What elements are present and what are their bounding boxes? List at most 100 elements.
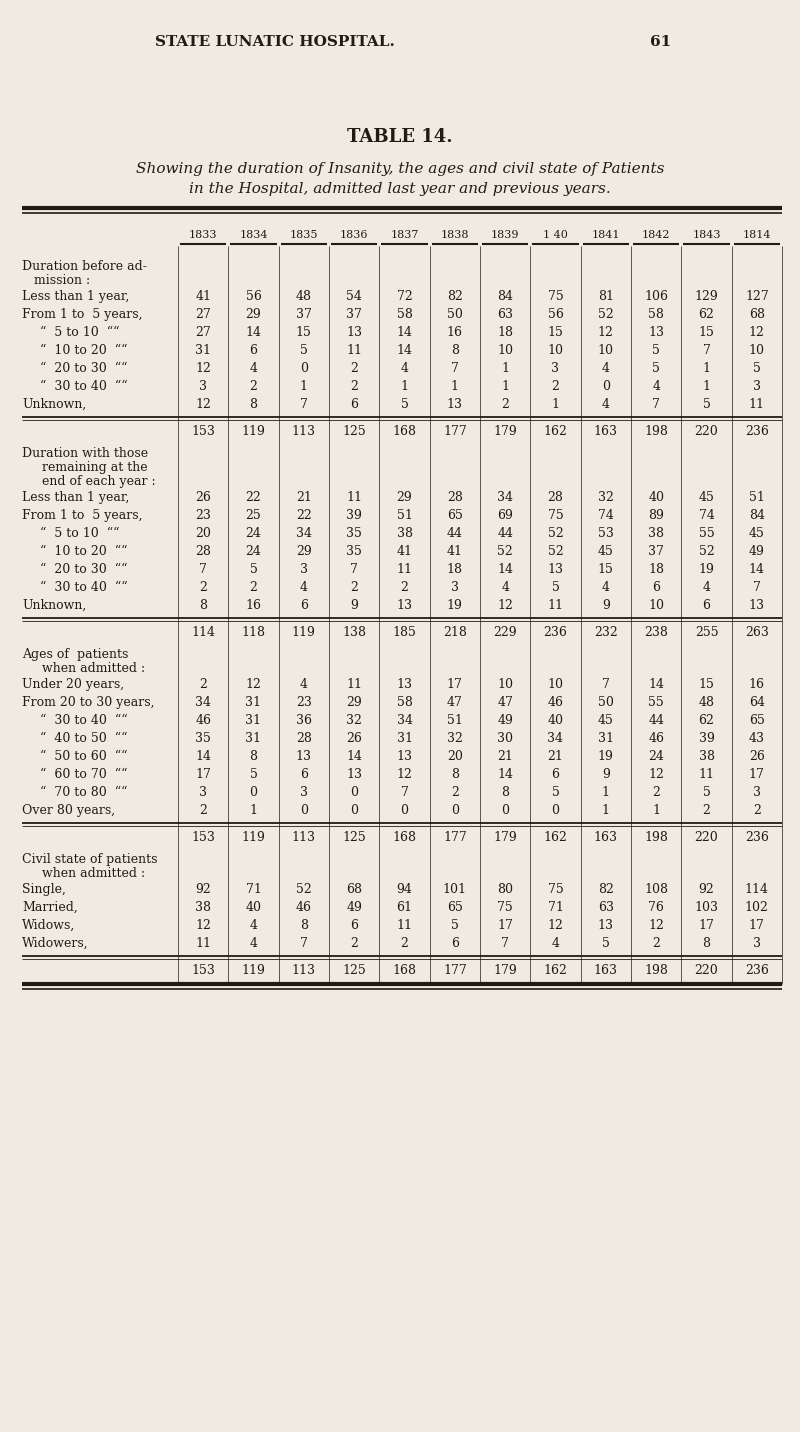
Text: 18: 18	[447, 563, 463, 576]
Text: 68: 68	[749, 308, 765, 321]
Text: 7: 7	[652, 398, 660, 411]
Text: 49: 49	[346, 901, 362, 914]
Text: 1833: 1833	[189, 231, 218, 241]
Text: 163: 163	[594, 425, 618, 438]
Text: 7: 7	[401, 786, 409, 799]
Text: 51: 51	[397, 508, 413, 523]
Text: 7: 7	[199, 563, 207, 576]
Text: Showing the duration of Insanity, the ages and civil state of Patients: Showing the duration of Insanity, the ag…	[136, 162, 664, 176]
Text: “  60 to 70  ““: “ 60 to 70 ““	[40, 768, 127, 780]
Text: “  30 to 40  ““: “ 30 to 40 ““	[40, 581, 128, 594]
Text: “  10 to 20  ““: “ 10 to 20 ““	[40, 546, 127, 558]
Text: 113: 113	[292, 831, 316, 843]
Text: 29: 29	[346, 696, 362, 709]
Text: 4: 4	[300, 581, 308, 594]
Text: Duration before ad-: Duration before ad-	[22, 261, 147, 274]
Text: 26: 26	[195, 491, 211, 504]
Text: 113: 113	[292, 425, 316, 438]
Text: 12: 12	[195, 919, 211, 932]
Text: 48: 48	[698, 696, 714, 709]
Text: 168: 168	[393, 964, 417, 977]
Text: 75: 75	[498, 901, 513, 914]
Text: 8: 8	[250, 398, 258, 411]
Text: 1843: 1843	[692, 231, 721, 241]
Text: 8: 8	[300, 919, 308, 932]
Text: 12: 12	[498, 599, 513, 611]
Text: 35: 35	[346, 546, 362, 558]
Text: 31: 31	[598, 732, 614, 745]
Text: 0: 0	[350, 786, 358, 799]
Text: 2: 2	[753, 803, 761, 818]
Text: 1: 1	[501, 362, 509, 375]
Text: 127: 127	[745, 291, 769, 304]
Text: 80: 80	[497, 884, 513, 896]
Text: 0: 0	[451, 803, 459, 818]
Text: 2: 2	[401, 581, 409, 594]
Text: 12: 12	[195, 362, 211, 375]
Text: 15: 15	[547, 326, 563, 339]
Text: 4: 4	[602, 398, 610, 411]
Text: 13: 13	[296, 750, 312, 763]
Text: 19: 19	[447, 599, 462, 611]
Text: 1814: 1814	[742, 231, 771, 241]
Text: 232: 232	[594, 626, 618, 639]
Text: 84: 84	[749, 508, 765, 523]
Text: 1834: 1834	[239, 231, 268, 241]
Text: 89: 89	[648, 508, 664, 523]
Text: 9: 9	[350, 599, 358, 611]
Text: 12: 12	[195, 398, 211, 411]
Text: 7: 7	[451, 362, 458, 375]
Text: 2: 2	[401, 937, 409, 949]
Text: 2: 2	[350, 362, 358, 375]
Text: 10: 10	[648, 599, 664, 611]
Text: 22: 22	[246, 491, 262, 504]
Text: 34: 34	[195, 696, 211, 709]
Text: 1842: 1842	[642, 231, 670, 241]
Text: 8: 8	[702, 937, 710, 949]
Text: 63: 63	[598, 901, 614, 914]
Text: 2: 2	[502, 398, 509, 411]
Text: 153: 153	[191, 831, 215, 843]
Text: 56: 56	[547, 308, 563, 321]
Text: 1: 1	[300, 379, 308, 392]
Text: 40: 40	[246, 901, 262, 914]
Text: 7: 7	[602, 677, 610, 692]
Text: 125: 125	[342, 831, 366, 843]
Text: 24: 24	[246, 527, 262, 540]
Text: 9: 9	[602, 599, 610, 611]
Text: 15: 15	[698, 326, 714, 339]
Text: Married,: Married,	[22, 901, 78, 914]
Text: 7: 7	[300, 937, 308, 949]
Text: 11: 11	[547, 599, 563, 611]
Text: 37: 37	[648, 546, 664, 558]
Text: 45: 45	[598, 715, 614, 727]
Text: 4: 4	[501, 581, 509, 594]
Text: 9: 9	[602, 768, 610, 780]
Text: 62: 62	[698, 715, 714, 727]
Text: 13: 13	[447, 398, 463, 411]
Text: 13: 13	[749, 599, 765, 611]
Text: 39: 39	[346, 508, 362, 523]
Text: 32: 32	[447, 732, 462, 745]
Text: “  30 to 40  ““: “ 30 to 40 ““	[40, 715, 128, 727]
Text: 162: 162	[543, 425, 567, 438]
Text: 6: 6	[652, 581, 660, 594]
Text: 14: 14	[497, 768, 513, 780]
Text: 52: 52	[698, 546, 714, 558]
Text: 21: 21	[498, 750, 513, 763]
Text: 23: 23	[296, 696, 312, 709]
Text: 163: 163	[594, 831, 618, 843]
Text: when admitted :: when admitted :	[34, 866, 145, 881]
Text: 3: 3	[451, 581, 459, 594]
Text: 92: 92	[698, 884, 714, 896]
Text: From 20 to 30 years,: From 20 to 30 years,	[22, 696, 154, 709]
Text: 92: 92	[195, 884, 211, 896]
Text: 4: 4	[250, 937, 258, 949]
Text: 29: 29	[296, 546, 312, 558]
Text: when admitted :: when admitted :	[34, 662, 145, 674]
Text: 32: 32	[598, 491, 614, 504]
Text: 17: 17	[749, 768, 765, 780]
Text: 24: 24	[648, 750, 664, 763]
Text: 29: 29	[397, 491, 412, 504]
Text: 12: 12	[749, 326, 765, 339]
